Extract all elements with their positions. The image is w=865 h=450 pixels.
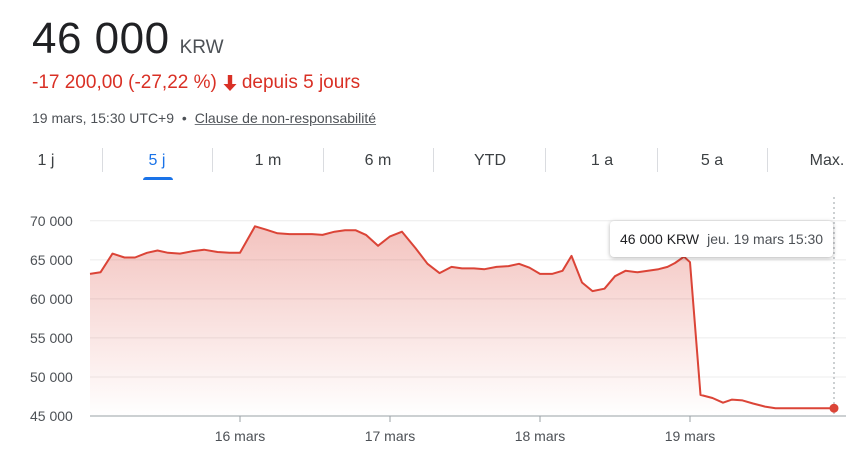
price-chart[interactable]: 45 000 50 000 55 000 60 000 65 000 70 000 16 m… — [0, 195, 865, 450]
series-area — [90, 226, 834, 416]
disclaimer-link[interactable]: Clause de non-responsabilité — [194, 110, 377, 126]
tab-label: 1 a — [590, 152, 614, 169]
price-meta: 19 mars, 15:30 UTC+9 • Clause de non-res… — [32, 110, 376, 126]
tab-max[interactable]: Max. — [792, 142, 862, 180]
tab-5-years[interactable]: 5 a — [677, 142, 747, 180]
tab-underline — [143, 177, 173, 180]
x-tick-label: 17 mars — [365, 428, 416, 444]
price-header: 46 000 KRW — [32, 14, 224, 64]
range-tabs: 1 j 5 j 1 m 6 m YTD 1 a 5 a Max. — [0, 142, 865, 182]
y-tick-label: 50 000 — [30, 369, 73, 385]
price-tooltip: 46 000 KRW jeu. 19 mars 15:30 — [610, 221, 834, 257]
current-price: 46 000 — [32, 14, 170, 63]
tooltip-date: jeu. 19 mars 15:30 — [707, 231, 824, 247]
tooltip-value: 46 000 KRW — [620, 231, 700, 247]
change-value: -17 200,00 (-27,22 %) — [32, 72, 217, 93]
tab-label: 1 j — [37, 152, 55, 169]
tab-ytd[interactable]: YTD — [455, 142, 525, 180]
tab-6-months[interactable]: 6 m — [343, 142, 413, 180]
tab-label: YTD — [474, 152, 506, 169]
series-line — [89, 225, 834, 410]
currency-code: KRW — [179, 37, 224, 58]
arrow-down-icon — [223, 75, 237, 91]
tab-separator — [545, 148, 546, 172]
x-tick-label: 18 mars — [515, 428, 566, 444]
last-point-marker — [829, 403, 839, 413]
tab-label: 6 m — [364, 152, 392, 169]
tab-5-days[interactable]: 5 j — [122, 142, 192, 180]
change-period: depuis 5 jours — [241, 72, 361, 93]
tab-1-month[interactable]: 1 m — [233, 142, 303, 180]
y-tick-label: 55 000 — [30, 330, 73, 346]
tab-separator — [323, 148, 324, 172]
tab-separator — [102, 148, 103, 172]
tab-label: Max. — [809, 152, 845, 169]
price-change: -17 200,00 (-27,22 %) depuis 5 jours — [32, 72, 360, 94]
y-tick-label: 60 000 — [30, 291, 73, 307]
x-tick-label: 19 mars — [665, 428, 716, 444]
y-tick-label: 45 000 — [30, 408, 73, 424]
x-tick-label: 16 mars — [215, 428, 266, 444]
tab-1-year[interactable]: 1 a — [567, 142, 637, 180]
meta-separator: • — [181, 110, 187, 126]
tab-separator — [657, 148, 658, 172]
timestamp: 19 mars, 15:30 UTC+9 — [32, 110, 175, 126]
tab-separator — [212, 148, 213, 172]
tab-separator — [767, 148, 768, 172]
tab-1-day[interactable]: 1 j — [11, 142, 81, 180]
tab-label: 5 a — [700, 152, 724, 169]
tab-label: 5 j — [148, 152, 166, 169]
y-tick-label: 70 000 — [30, 213, 73, 229]
tab-separator — [433, 148, 434, 172]
tab-label: 1 m — [254, 152, 282, 169]
y-tick-label: 65 000 — [30, 252, 73, 268]
